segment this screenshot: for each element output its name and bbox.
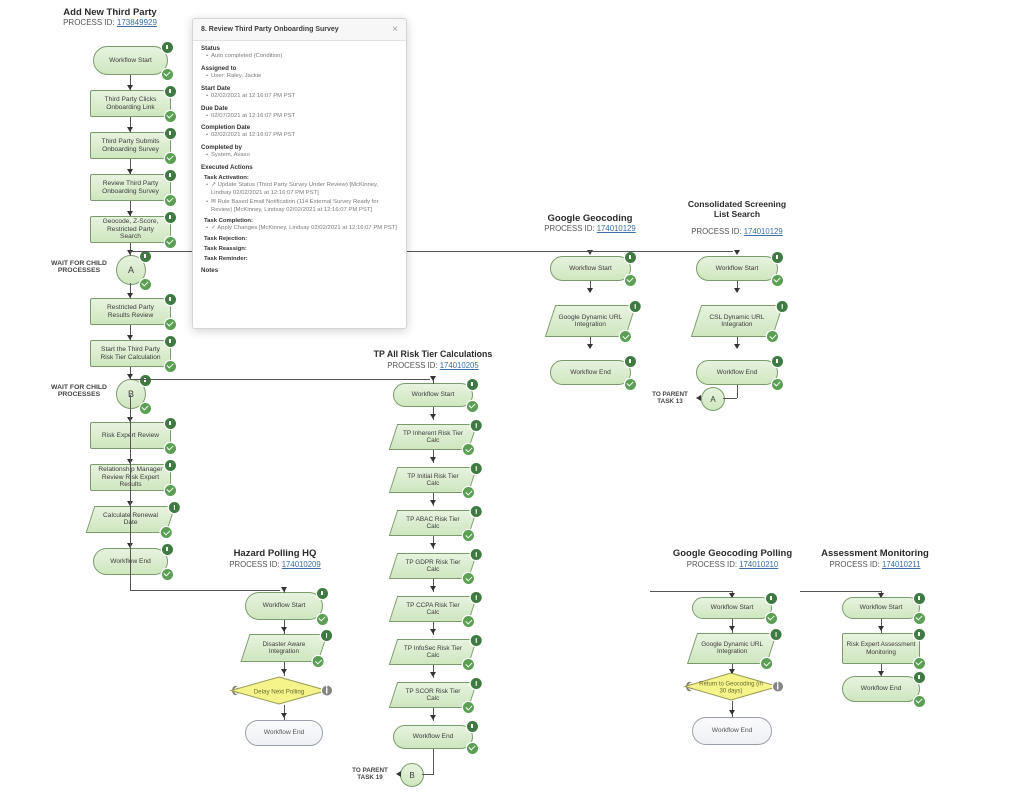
svg-text:Delay Next Polling: Delay Next Polling [254, 689, 305, 696]
svg-text:30 days): 30 days) [719, 689, 742, 695]
svg-text:Return to Geocoding (in: Return to Geocoding (in [699, 682, 763, 688]
